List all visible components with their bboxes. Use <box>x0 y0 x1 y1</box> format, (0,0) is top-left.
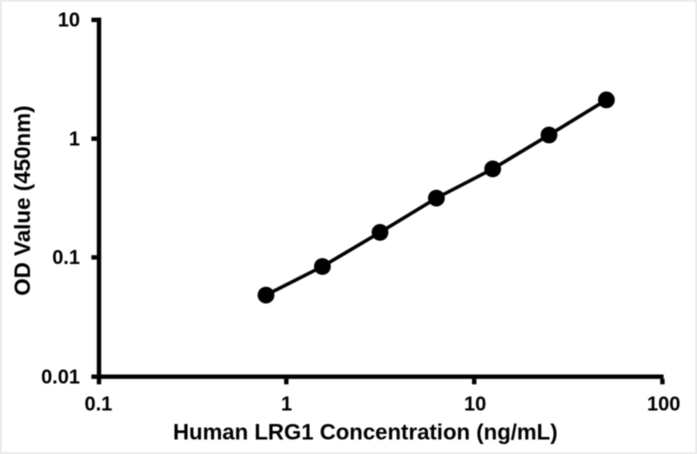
svg-text:100: 100 <box>647 394 680 416</box>
svg-text:1: 1 <box>281 394 292 416</box>
svg-text:Human LRG1 Concentration (ng/m: Human LRG1 Concentration (ng/mL) <box>173 420 558 445</box>
svg-text:10: 10 <box>464 394 486 416</box>
svg-text:0.01: 0.01 <box>41 366 80 388</box>
svg-text:1: 1 <box>69 128 80 150</box>
svg-text:0.1: 0.1 <box>84 394 112 416</box>
svg-text:OD Value (450nm): OD Value (450nm) <box>10 105 35 295</box>
svg-text:0.1: 0.1 <box>52 247 80 269</box>
svg-text:10: 10 <box>58 10 80 32</box>
